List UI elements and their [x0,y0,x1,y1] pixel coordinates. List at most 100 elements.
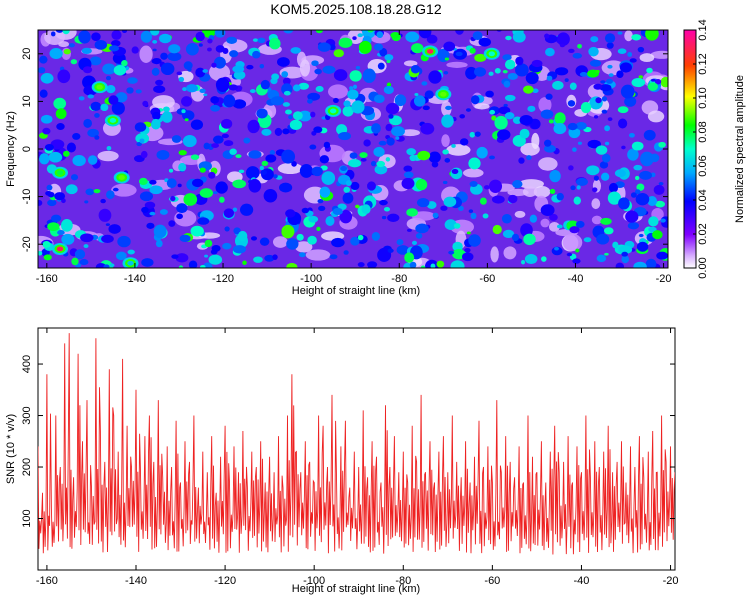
heatmap-cell [455,51,463,57]
heatmap-cell [159,209,168,215]
heatmap-cell [474,53,487,62]
heatmap-cell [572,258,581,264]
heatmap-cell [586,165,600,176]
y-tick-label: -10 [21,189,33,205]
heatmap-cell [195,67,206,78]
heatmap-cell [466,231,471,235]
heatmap-cell [643,129,656,141]
heatmap-cell [650,78,656,82]
heatmap-cell [637,46,645,53]
heatmap-cell [593,115,599,119]
heatmap-cell [311,60,319,67]
heatmap-cell [457,205,464,211]
heatmap-cell [202,69,209,73]
heatmap-cell [604,141,610,146]
heatmap-cell [249,89,256,94]
heatmap-cell [549,188,556,195]
heatmap-cell [276,57,290,67]
heatmap-cell [468,234,481,247]
heatmap-cell [161,111,173,123]
heatmap-cell [532,88,539,94]
heatmap-cell [39,89,48,98]
heatmap-cell [38,67,46,74]
heatmap-cell [253,256,263,263]
colorbar-tick-label: 0.06 [697,155,709,176]
heatmap-cell [533,186,551,198]
heatmap-cell [228,84,238,91]
heatmap-cell [660,218,666,223]
heatmap-cell [40,73,54,84]
heatmap-cell [600,172,610,181]
heatmap-cell [383,85,394,95]
heatmap-cell [502,54,512,61]
heatmap-cell [179,234,191,243]
heatmap-cell [288,115,293,120]
heatmap-cell [529,214,538,223]
heatmap-cell [512,31,526,43]
heatmap-cell [472,31,483,40]
heatmap-cell [485,90,494,98]
heatmap-cell [620,84,635,99]
heatmap-cell [572,52,583,59]
heatmap-cell [634,175,640,181]
heatmap-cell [600,217,612,225]
heatmap-cell [653,184,665,195]
heatmap-cell [406,148,417,156]
heatmap-cell [593,83,603,90]
heatmap-cell [109,263,115,268]
heatmap-cell [592,187,598,193]
heatmap-cell [265,154,277,163]
heatmap-cell [544,144,556,153]
heatmap-cell [448,250,455,255]
heatmap-cell [396,245,410,255]
heatmap-cell [134,122,147,132]
heatmap-cell [186,84,198,93]
heatmap-cell [283,90,291,96]
heatmap-cell [608,73,614,77]
heatmap-cell [489,155,495,160]
heatmap-cell [469,180,478,187]
heatmap-cell [286,262,298,268]
heatmap-cell [575,248,580,253]
heatmap-cell [235,154,242,159]
heatmap-cell [101,234,114,243]
heatmap-cell [65,184,78,195]
heatmap-cell [444,57,450,61]
heatmap-cell [590,36,599,43]
heatmap-cell [357,234,364,241]
heatmap-cell [646,67,653,74]
heatmap-cell [384,54,394,61]
heatmap-cell [386,137,395,146]
heatmap-cell [405,31,420,43]
heatmap-cell [256,108,268,119]
heatmap-cell [350,236,360,246]
heatmap-cell [301,207,309,214]
heatmap-x-axis: -160 -140 -120 -100 -80 -60 -40 -20 [36,30,672,285]
heatmap-cell [269,150,276,156]
heatmap-cell [404,252,415,263]
colorbar-title: Normalized spectral amplitude [734,75,746,223]
heatmap-cell [625,210,639,223]
heatmap-cell [153,224,167,239]
heatmap-cell [141,206,149,214]
heatmap-cell [152,48,157,52]
x-tick-label: -60 [484,575,500,587]
heatmap-cell [333,69,348,82]
heatmap-cell [135,89,142,94]
heatmap-cell [638,233,644,238]
heatmap-cell [54,192,66,201]
heatmap-cell [617,31,623,35]
heatmap-cell [553,123,567,135]
heatmap-cell [362,68,376,83]
heatmap-cell [281,224,295,239]
heatmap-cell [445,105,452,111]
heatmap-cell [604,252,609,256]
heatmap-cell [503,246,517,260]
heatmap-cell [618,197,630,210]
y-tick-label: 100 [21,509,33,527]
heatmap-cell [469,47,476,54]
heatmap-cell [140,30,153,43]
heatmap-cell [226,36,238,44]
heatmap-cell [98,208,112,222]
